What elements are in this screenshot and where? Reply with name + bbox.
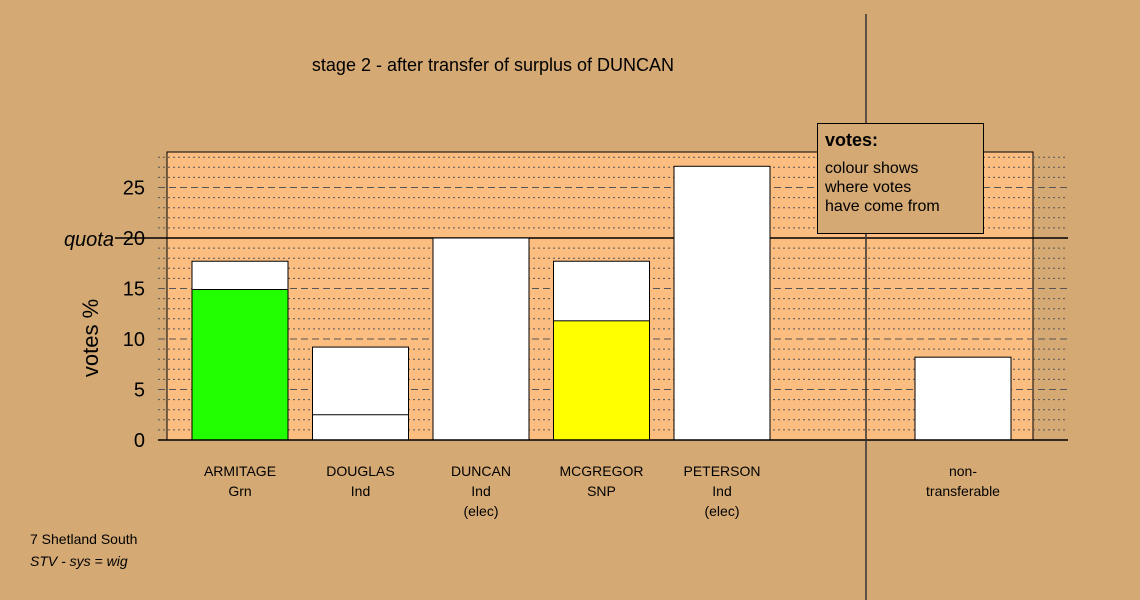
bar <box>673 165 771 441</box>
bar-segment <box>312 414 409 441</box>
y-tick-label: 5 <box>134 380 145 402</box>
category-label: Ind <box>471 483 490 499</box>
category-label: (elec) <box>704 503 739 519</box>
y-tick-label: 25 <box>123 178 145 200</box>
category-label: SNP <box>587 483 616 499</box>
category-label: Ind <box>351 483 370 499</box>
legend-line: colour shows <box>825 160 919 177</box>
chart-title: stage 2 - after transfer of surplus of D… <box>312 55 674 75</box>
constituency-label: 7 Shetland South <box>30 531 138 547</box>
system-label: STV - sys = wig <box>30 553 128 569</box>
legend-line: have come from <box>825 198 940 215</box>
legend-line: where votes <box>825 179 912 196</box>
category-label: transferable <box>926 483 1000 499</box>
category-label: (elec) <box>463 503 498 519</box>
category-label: non- <box>949 463 977 479</box>
y-tick-label: 20 <box>123 228 145 250</box>
quota-label: quota <box>64 229 114 251</box>
bar <box>914 356 1012 441</box>
bar-segment <box>191 289 289 441</box>
category-label: Grn <box>228 483 251 499</box>
bar <box>432 237 530 441</box>
category-label: DUNCAN <box>451 463 511 479</box>
category-label: MCGREGOR <box>560 463 644 479</box>
y-tick-label: 15 <box>123 279 145 301</box>
y-tick-label: 10 <box>123 329 145 351</box>
y-axis-label: votes % <box>78 299 103 377</box>
legend-title: votes: <box>825 130 879 150</box>
category-label: ARMITAGE <box>204 463 276 479</box>
bar-segment <box>553 320 650 441</box>
y-tick-label: 0 <box>134 430 145 452</box>
category-label: Ind <box>712 483 731 499</box>
category-label: PETERSON <box>683 463 760 479</box>
category-label: DOUGLAS <box>326 463 394 479</box>
legend: votes: colour shows where votes have com… <box>817 123 984 234</box>
